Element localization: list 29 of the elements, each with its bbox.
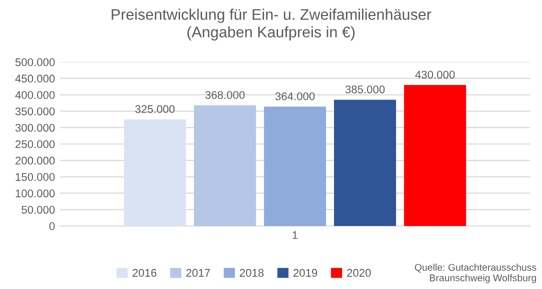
y-tick-label: 0 xyxy=(49,222,55,230)
y-tick-label: 300.000 xyxy=(15,124,55,132)
bar xyxy=(194,105,256,226)
legend-label: 2016 xyxy=(132,268,156,277)
y-tick-label: 350.000 xyxy=(15,107,55,116)
y-tick-label: 250.000 xyxy=(16,140,55,148)
bar xyxy=(334,100,396,226)
legend-label: 2020 xyxy=(347,268,371,277)
y-tick-label: 500.000 xyxy=(15,58,55,66)
source-note: Quelle: Gutachterausschuss Braunschweig Wolfsburg xyxy=(414,264,536,284)
text: 385.000 xyxy=(345,85,385,94)
legend-label: 2017 xyxy=(186,268,210,277)
text: 364.000 xyxy=(275,92,315,100)
y-tick-label: 450.000 xyxy=(15,74,55,83)
legend-label: 2018 xyxy=(240,268,264,277)
y-tick-label: 200.000 xyxy=(16,156,55,165)
x-tick-label: 1 xyxy=(292,231,298,239)
y-tick-label: 50.000 xyxy=(22,206,55,214)
text: 368.000 xyxy=(205,91,245,99)
y-tick-label: 100.000 xyxy=(16,189,55,198)
y-tick-label: 400.000 xyxy=(15,91,55,99)
bar xyxy=(264,106,326,226)
legend-label: 2019 xyxy=(293,268,318,277)
bar xyxy=(124,119,186,226)
bar xyxy=(404,84,466,226)
y-tick-label: 150.000 xyxy=(16,173,55,181)
text: 325.000 xyxy=(135,105,175,114)
chart-title: Preisentwicklung für Ein- u. Zweifamilienhäuser (Angaben Kaufpreis in €) xyxy=(112,8,432,40)
text: 430.000 xyxy=(415,70,455,79)
